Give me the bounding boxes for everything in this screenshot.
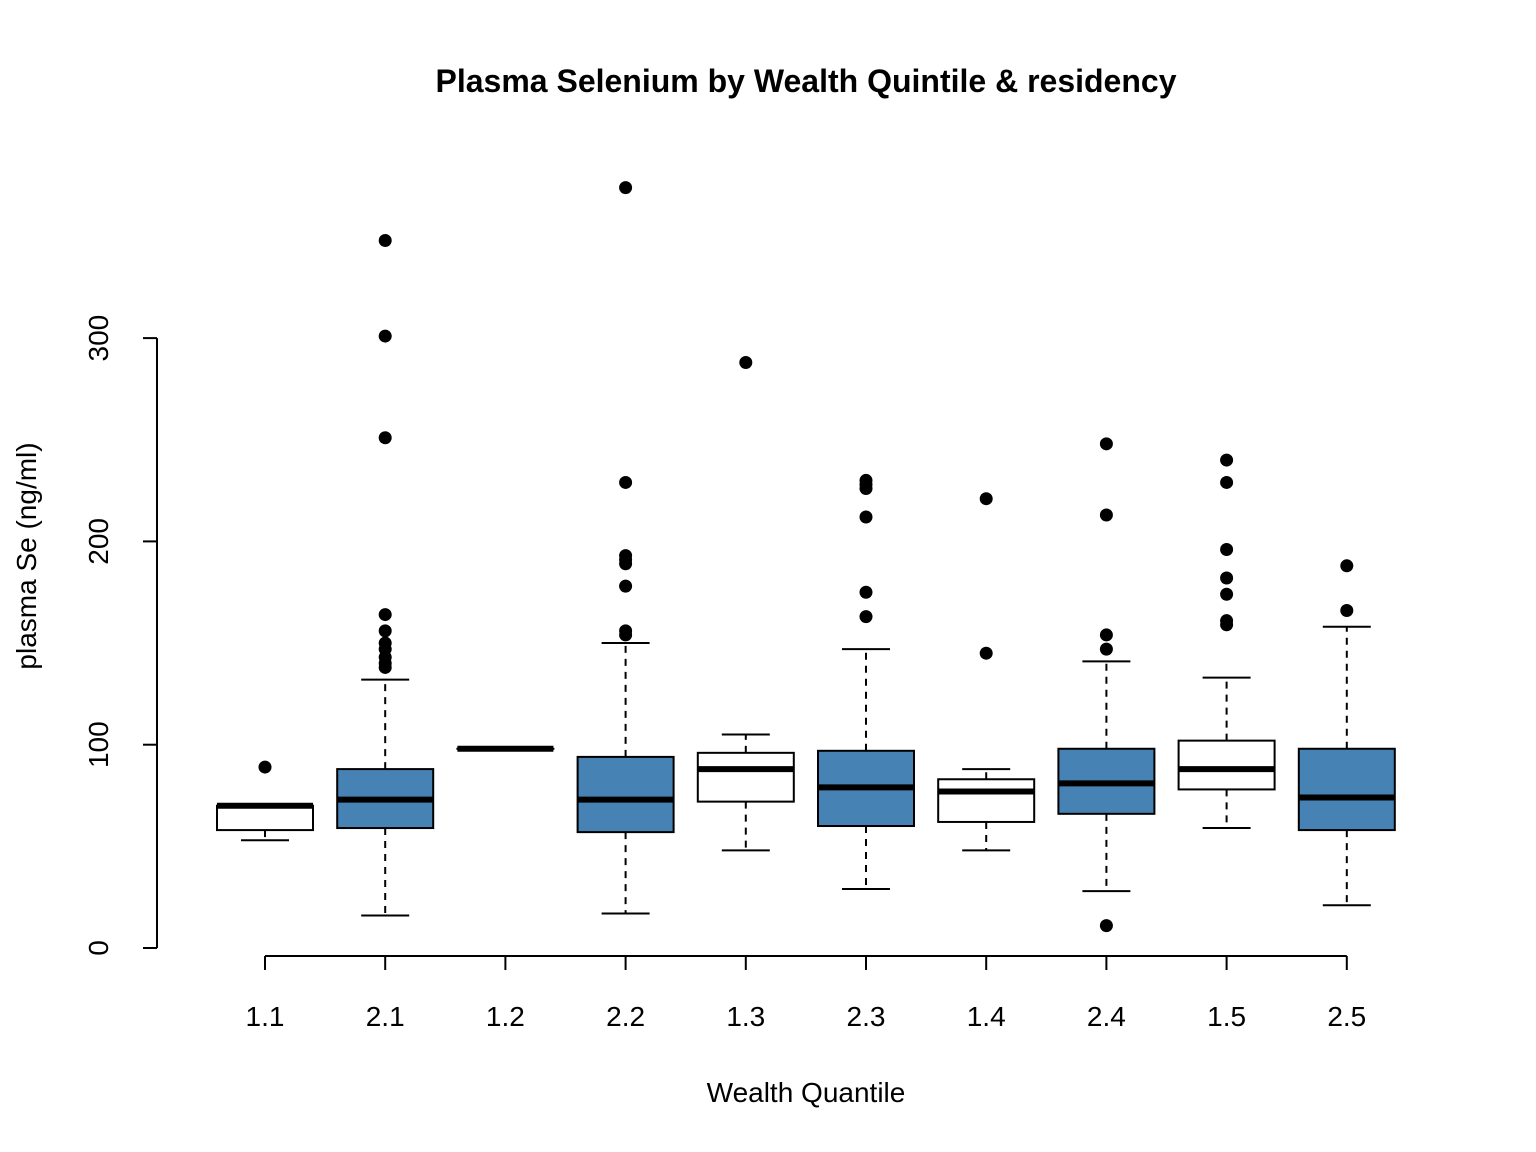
- x-tick-label: 1.5: [1207, 1001, 1246, 1032]
- box-1.4: [937, 492, 1036, 852]
- outlier-point: [1340, 559, 1354, 573]
- outlier-point: [739, 355, 753, 369]
- outlier-point: [619, 549, 633, 563]
- x-tick-label: 2.2: [606, 1001, 645, 1032]
- y-tick-label: 100: [83, 721, 114, 768]
- outlier-point: [1220, 571, 1234, 585]
- x-tick-label: 1.3: [726, 1001, 765, 1032]
- y-tick-label: 0: [83, 940, 114, 956]
- outlier-point: [258, 760, 272, 774]
- box-2.2: [576, 181, 675, 915]
- outlier-point: [378, 636, 392, 650]
- outlier-point: [619, 475, 633, 489]
- box-body: [576, 755, 675, 834]
- outlier-point: [859, 585, 873, 599]
- outlier-point: [378, 431, 392, 445]
- outlier-point: [1099, 628, 1113, 642]
- outlier-point: [979, 492, 993, 506]
- outlier-point: [1220, 475, 1234, 489]
- box-body: [216, 804, 314, 832]
- outlier-point: [378, 624, 392, 638]
- x-tick-label: 2.1: [366, 1001, 405, 1032]
- box-body: [1297, 747, 1396, 832]
- x-tick-label: 1.1: [246, 1001, 285, 1032]
- boxes-group: [216, 181, 1396, 933]
- outlier-point: [619, 624, 633, 638]
- box-1.1: [216, 760, 314, 842]
- outlier-point: [1220, 543, 1234, 557]
- x-tick-label: 1.2: [486, 1001, 525, 1032]
- box-2.4: [1057, 437, 1156, 933]
- outlier-point: [378, 608, 392, 622]
- outlier-point: [378, 329, 392, 343]
- outlier-point: [1220, 614, 1234, 628]
- box-2.5: [1297, 559, 1396, 907]
- box-1.3: [696, 355, 795, 852]
- chart-title: Plasma Selenium by Wealth Quintile & res…: [436, 63, 1177, 99]
- outlier-point: [859, 610, 873, 624]
- box-body: [696, 751, 795, 803]
- y-axis-title: plasma Se (ng/ml): [11, 442, 42, 669]
- outlier-point: [1340, 604, 1354, 618]
- x-tick-label: 2.4: [1087, 1001, 1126, 1032]
- outlier-point: [859, 473, 873, 487]
- outlier-point: [378, 234, 392, 248]
- box-body: [937, 778, 1036, 823]
- box-2.1: [336, 234, 435, 917]
- outlier-point: [1220, 453, 1234, 467]
- outlier-point: [619, 181, 633, 195]
- box-2.3: [817, 473, 915, 891]
- outlier-point: [1220, 587, 1234, 601]
- x-tick-label: 1.4: [967, 1001, 1006, 1032]
- y-tick-label: 300: [83, 315, 114, 362]
- y-tick-label: 200: [83, 518, 114, 565]
- x-axis-title: Wealth Quantile: [707, 1077, 906, 1108]
- outlier-point: [1099, 437, 1113, 451]
- outlier-point: [1099, 508, 1113, 522]
- x-tick-label: 2.3: [847, 1001, 886, 1032]
- outlier-point: [619, 579, 633, 593]
- outlier-point: [1099, 642, 1113, 656]
- box-1.5: [1177, 453, 1276, 830]
- outlier-point: [979, 646, 993, 660]
- y-axis: 0 100 200 300: [83, 315, 158, 956]
- outlier-point: [1099, 919, 1113, 933]
- x-axis: 1.1 2.1 1.2 2.2 1.3 2.3 1.4 2.4 1.5 2.5: [246, 955, 1366, 1032]
- outlier-point: [859, 510, 873, 524]
- x-tick-label: 2.5: [1327, 1001, 1366, 1032]
- box-body: [1177, 739, 1276, 791]
